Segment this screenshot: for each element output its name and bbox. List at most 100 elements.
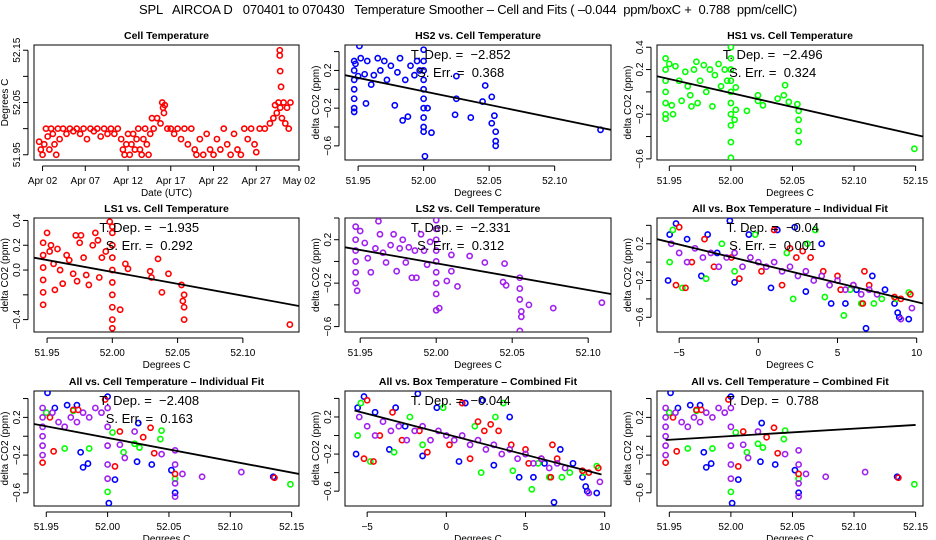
data-point [120,448,127,456]
data-point [247,125,255,133]
y-axis-label: delta CO2 (ppm) [623,66,634,140]
data-point [727,442,735,450]
data-point [56,266,64,274]
data-point [810,277,818,284]
panel-ls2-vs-cell: LS2 vs. Cell Temperature 51.95 52.00 52.05 5… [311,203,612,371]
data-point [686,401,694,409]
x-tick-label: 52.00 [411,176,436,187]
data-point [490,112,498,120]
data-point [861,468,869,476]
plot-frame [656,44,924,161]
series-ls2 [352,218,606,332]
data-point [376,67,384,74]
data-point [85,413,93,421]
data-point [662,413,670,421]
data-point [116,306,124,314]
x-tick-label: Apr 17 [156,176,186,187]
y-axis-label: delta CO2 (ppm) [0,412,11,486]
data-point [455,458,463,465]
data-point [480,427,488,435]
data-point [104,488,112,496]
data-point [269,114,277,122]
y-tick-label: −0.2 [323,444,334,464]
data-point [715,263,723,271]
y-tick-label: 0.2 [323,232,334,246]
panel-ls1-vs-cell: LS1 vs. Cell Temperature 51.95 52.00 52.05 5… [0,203,300,371]
data-point [133,135,140,143]
data-point [795,446,803,454]
y-tick-label: −0.6 [12,482,23,502]
x-tick-label: 52.10 [576,348,601,359]
y-tick-label: −0.6 [635,307,646,327]
data-point [700,61,708,69]
plot-area [345,218,611,332]
data-point [413,274,420,282]
data-point [447,267,455,275]
data-point [727,77,735,85]
data-point [350,95,358,103]
data-point [104,461,112,468]
panel-all-vs-cell-individual: All vs. Cell Temperature – Individual Fi… [0,376,305,540]
x-tick-label: 52.10 [218,522,243,533]
data-point [878,295,886,303]
data-point [69,270,77,278]
data-point [596,478,604,486]
data-point [432,290,440,298]
fit-annotation: S. Err. = 0.292 [106,238,193,253]
data-point [908,304,916,312]
data-point [727,461,735,468]
data-point [675,223,683,231]
data-point [47,125,55,133]
data-point [179,470,186,478]
data-point [774,95,782,102]
panel-hs1-vs-cell: HS1 vs. Cell Temperature 51.95 52.00 52.05 5… [623,30,929,199]
data-point [668,101,676,109]
data-point [171,493,179,500]
data-point [528,485,536,493]
data-point [357,54,365,62]
data-point [770,258,778,266]
data-point [119,146,127,153]
x-tick-label: 51.95 [657,522,682,533]
data-point [104,130,111,138]
fit-annotation: S. Err. = 0.324 [729,65,816,80]
data-point [859,300,867,307]
data-point [807,254,814,261]
data-point [780,435,788,443]
data-point [150,449,158,457]
data-point [702,275,710,283]
data-point [276,52,284,59]
data-point [367,81,375,88]
data-point [466,252,474,260]
fit-annotation: S. Err. = 0.312 [417,238,504,253]
data-point [773,226,781,234]
data-point [702,88,710,96]
data-point [492,413,499,421]
data-point [405,243,413,251]
data-point [541,459,548,467]
data-point [287,480,294,488]
data-point [73,277,81,285]
data-point [277,83,285,91]
data-point [910,480,918,488]
data-point [842,286,849,294]
data-point [97,133,105,140]
series-hs1 [665,407,918,496]
data-point [67,413,75,421]
data-point [79,463,87,471]
data-point [669,110,677,118]
y-tick-label: 0.2 [12,410,23,424]
data-point [108,324,116,332]
data-point [870,300,878,307]
data-point [818,240,826,248]
data-point [792,254,800,261]
data-point [281,120,289,127]
data-point [393,267,401,275]
data-point [682,284,689,292]
data-point [147,424,154,432]
data-point [842,300,849,307]
plot-frame [33,217,300,333]
data-point [821,293,829,301]
fit-line [657,75,923,138]
data-point [141,125,149,133]
